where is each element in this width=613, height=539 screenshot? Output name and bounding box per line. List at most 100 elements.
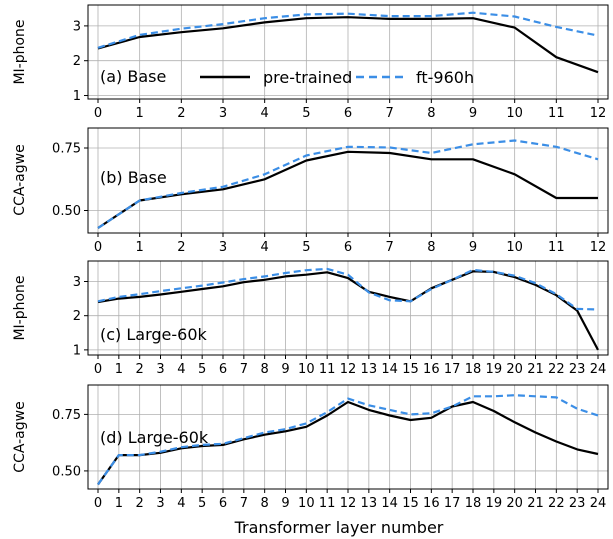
y-tick-label: 0.75 [52,408,81,423]
x-tick-label: 11 [319,496,336,511]
x-tick-label: 10 [298,362,315,377]
y-tick-label: 1 [73,343,81,358]
x-tick-label: 1 [136,106,144,121]
x-tick-label: 5 [302,240,310,255]
x-tick-label: 8 [427,106,435,121]
x-tick-label: 24 [590,496,607,511]
x-tick-label: 9 [281,496,289,511]
x-tick-label: 7 [386,106,394,121]
y-tick-label: 3 [73,275,81,290]
y-tick-label: 0.50 [52,204,81,219]
panel-label: (b) Base [100,168,167,187]
legend-label: pre-trained [263,68,352,87]
x-tick-label: 24 [590,362,607,377]
x-tick-label: 1 [136,240,144,255]
x-tick-label: 12 [590,106,607,121]
x-tick-label: 3 [156,496,164,511]
x-tick-label: 15 [402,496,419,511]
x-tick-label: 22 [548,496,565,511]
x-tick-label: 5 [302,106,310,121]
x-tick-label: 2 [136,496,144,511]
x-tick-label: 8 [427,240,435,255]
y-axis-title: CCA-agwe [12,144,28,215]
x-tick-label: 5 [198,362,206,377]
x-tick-label: 11 [548,106,565,121]
x-tick-label: 4 [261,240,269,255]
panel-label: (d) Large-60k [100,428,209,447]
x-tick-label: 4 [177,496,185,511]
x-tick-label: 11 [319,362,336,377]
x-tick-label: 2 [177,240,185,255]
axis-frame [87,384,609,490]
x-tick-label: 14 [381,362,398,377]
x-tick-label: 3 [156,362,164,377]
x-tick-label: 18 [465,362,482,377]
legend: pre-trained ft-960h [200,68,474,87]
x-tick-label: 22 [548,362,565,377]
x-tick-label: 19 [486,362,503,377]
y-tick-label: 3 [73,19,81,34]
x-tick-label: 20 [506,496,523,511]
x-tick-label: 10 [506,106,523,121]
x-tick-label: 21 [527,362,544,377]
y-tick-label: 1 [73,89,81,104]
x-tick-label: 8 [261,362,269,377]
panel-label: (a) Base [100,67,166,86]
x-tick-label: 13 [361,362,378,377]
x-tick-label: 1 [115,496,123,511]
y-tick-label: 0.75 [52,142,81,157]
x-tick-label: 6 [344,106,352,121]
x-tick-label: 0 [94,496,102,511]
x-tick-label: 12 [590,240,607,255]
x-axis-title: Transformer layer number [234,518,444,537]
series-line-ft-960h [97,139,599,229]
panel-label: (c) Large-60k [100,325,208,344]
x-tick-label: 6 [219,496,227,511]
x-tick-label: 16 [423,496,440,511]
x-tick-label: 17 [444,362,461,377]
x-tick-label: 11 [548,240,565,255]
x-tick-label: 17 [444,496,461,511]
series-line-ft-960h [97,11,599,49]
x-tick-label: 13 [361,496,378,511]
x-tick-label: 0 [94,362,102,377]
legend-label: ft-960h [416,68,474,87]
series-line-pre-trained [97,150,598,229]
x-tick-label: 9 [469,240,477,255]
x-tick-label: 10 [298,496,315,511]
x-tick-label: 1 [115,362,123,377]
x-tick-label: 16 [423,362,440,377]
y-tick-label: 2 [73,54,81,69]
series-line-ft-960h [97,267,599,311]
x-tick-label: 7 [240,496,248,511]
x-tick-label: 0 [94,240,102,255]
panel-4: 0 1 2 3 4 5 6 7 8 9 10 11 12 13 14 15 16 17 18 19 20 21 22 23 24… [12,384,609,511]
x-tick-label: 14 [381,496,398,511]
x-tick-label: 20 [506,362,523,377]
y-axis-title: MI-phone [12,275,28,340]
axis-frame [87,127,609,234]
x-tick-label: 12 [340,496,357,511]
x-tick-label: 0 [94,106,102,121]
x-tick-label: 4 [177,362,185,377]
x-tick-label: 6 [219,362,227,377]
y-tick-label: 2 [73,309,81,324]
x-tick-label: 2 [136,362,144,377]
x-tick-label: 21 [527,496,544,511]
x-tick-label: 18 [465,496,482,511]
x-tick-label: 4 [261,106,269,121]
y-tick-label: 0.50 [52,464,81,479]
x-tick-label: 6 [344,240,352,255]
x-tick-label: 15 [402,362,419,377]
x-tick-label: 9 [281,362,289,377]
axis-frame [87,260,609,356]
y-axis-title: MI-phone [12,19,28,84]
x-tick-label: 7 [240,362,248,377]
x-tick-label: 2 [177,106,185,121]
series-line-pre-trained [97,270,599,351]
series-line-pre-trained [97,16,599,74]
